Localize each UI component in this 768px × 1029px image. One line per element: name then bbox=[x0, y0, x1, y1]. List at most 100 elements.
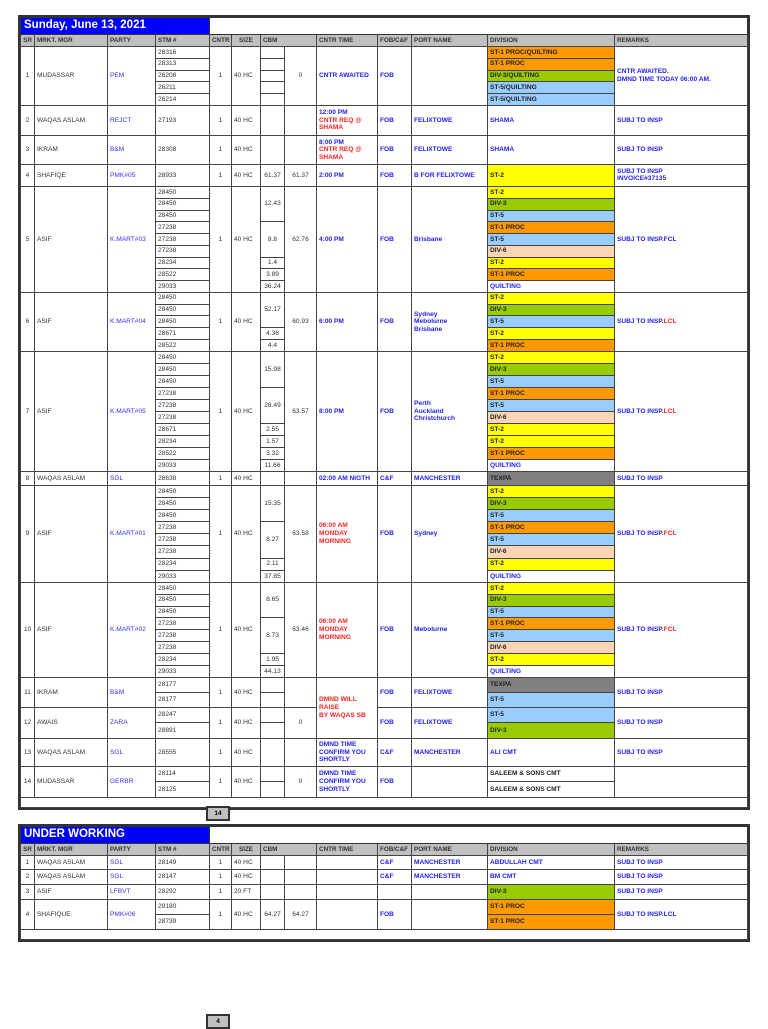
marketing-manager-cell[interactable]: IKRAM bbox=[34, 676, 108, 708]
stm-cell[interactable]: 29033 bbox=[155, 569, 210, 583]
cbm-cell[interactable]: 52.17 bbox=[260, 291, 285, 329]
cntr-cell[interactable]: 1 bbox=[209, 765, 232, 798]
division-cell[interactable]: DIV-3 bbox=[487, 362, 615, 376]
fob-cf-cell[interactable]: C&F bbox=[377, 869, 413, 885]
stm-cell[interactable]: 27238 bbox=[155, 629, 210, 643]
cntr-time-cell[interactable] bbox=[316, 884, 379, 900]
stm-cell[interactable]: 28308 bbox=[155, 134, 210, 165]
marketing-manager-cell[interactable]: IKRAM bbox=[34, 134, 108, 165]
cbm-cell[interactable]: 28.49 bbox=[260, 386, 285, 424]
cbm-cell[interactable]: 8.8 bbox=[260, 221, 285, 258]
fob-cf-cell[interactable]: FOB bbox=[377, 163, 412, 187]
division-cell[interactable]: ST-2 bbox=[487, 350, 615, 364]
cbm-cell[interactable] bbox=[260, 134, 285, 165]
cbm-cell[interactable] bbox=[260, 676, 285, 693]
division-cell[interactable]: TEXPA bbox=[487, 676, 615, 693]
division-cell[interactable]: ST-2 bbox=[487, 557, 615, 571]
header-party[interactable]: PARTY bbox=[107, 843, 156, 856]
stm-cell[interactable]: 28234 bbox=[155, 653, 210, 666]
cbm-cell[interactable] bbox=[260, 57, 285, 71]
cbm-cell[interactable]: 8.65 bbox=[260, 581, 285, 619]
sr-cell[interactable]: 3 bbox=[20, 134, 35, 165]
division-cell[interactable]: DIV-3 bbox=[487, 197, 615, 211]
fob-cf-cell[interactable]: FOB bbox=[377, 46, 412, 106]
port-name-cell[interactable] bbox=[411, 884, 489, 900]
division-cell[interactable]: ST-2 bbox=[487, 185, 615, 199]
cntr-time-cell[interactable]: DMND WILL RAISE BY WAQAS SB bbox=[316, 676, 378, 739]
port-name-cell[interactable]: FELIXTOWE bbox=[411, 104, 488, 136]
stm-cell[interactable]: 27238 bbox=[155, 617, 210, 631]
title-spacer[interactable] bbox=[209, 17, 748, 35]
marketing-manager-cell[interactable]: ASIF bbox=[34, 484, 108, 583]
marketing-manager-cell[interactable]: MUDASSAR bbox=[34, 765, 108, 798]
port-name-cell[interactable]: Sydney Mebolurne Brisbane bbox=[411, 291, 488, 352]
cntr-cell[interactable]: 1 bbox=[209, 581, 232, 678]
division-cell[interactable]: DIV-3 bbox=[487, 496, 615, 511]
stm-cell[interactable]: 28522 bbox=[155, 446, 210, 460]
size-cell[interactable]: 40 HC bbox=[231, 291, 261, 352]
cntr-time-cell[interactable]: DMND TIME CONFIRM YOU SHORTLY bbox=[316, 765, 378, 798]
cbm-total-cell[interactable]: 0 bbox=[284, 765, 317, 798]
party-cell[interactable]: PEM bbox=[107, 46, 156, 106]
cntr-cell[interactable]: 1 bbox=[209, 869, 233, 885]
port-name-cell[interactable]: MANCHESTER bbox=[411, 855, 489, 870]
division-cell[interactable]: DIV-3 bbox=[487, 722, 615, 739]
fob-cf-cell[interactable]: FOB bbox=[377, 484, 412, 583]
party-cell[interactable]: SGL bbox=[107, 737, 156, 767]
cntr-cell[interactable]: 1 bbox=[209, 46, 232, 106]
division-cell[interactable]: QUILTING bbox=[487, 569, 615, 583]
division-cell[interactable]: ST-2 bbox=[487, 422, 615, 436]
stm-cell[interactable]: 28450 bbox=[155, 605, 210, 619]
sr-cell[interactable]: 5 bbox=[20, 185, 35, 293]
division-cell[interactable]: DIV-3 bbox=[487, 884, 616, 900]
header-remarks[interactable]: REMARKS bbox=[614, 843, 748, 856]
remarks-cell[interactable]: SUBJ TO INSP.LCL bbox=[614, 899, 748, 930]
stm-cell[interactable]: 28450 bbox=[155, 496, 210, 511]
header-port-name[interactable]: PORT NAME bbox=[411, 843, 489, 856]
division-cell[interactable]: SHAMA bbox=[487, 134, 615, 165]
cbm-cell[interactable]: 61.37 bbox=[260, 163, 285, 187]
party-cell[interactable]: SGL bbox=[107, 470, 156, 486]
stm-cell[interactable]: 28450 bbox=[155, 362, 210, 376]
division-cell[interactable]: ST-1 PROC bbox=[487, 386, 615, 400]
stm-cell[interactable]: 28891 bbox=[155, 722, 210, 739]
stm-cell[interactable]: 28234 bbox=[155, 557, 210, 571]
division-cell[interactable]: ST-2 bbox=[487, 256, 615, 270]
marketing-manager-cell[interactable]: ASIF bbox=[34, 185, 108, 293]
port-name-cell[interactable]: B FOR FELIXTOWE bbox=[411, 163, 488, 187]
blank-footer-row[interactable] bbox=[20, 796, 748, 808]
cbm-cell[interactable]: 11.66 bbox=[260, 458, 285, 472]
division-cell[interactable]: SALEEM & SONS CMT bbox=[487, 765, 615, 783]
port-name-cell[interactable]: MANCHESTER bbox=[411, 869, 489, 885]
header-cntr-time[interactable]: CNTR TIME bbox=[316, 843, 379, 856]
stm-cell[interactable]: 28522 bbox=[155, 339, 210, 352]
sr-cell[interactable]: 8 bbox=[20, 470, 35, 486]
marketing-manager-cell[interactable]: WAQAS ASLAM bbox=[34, 869, 108, 885]
cbm-cell[interactable]: 3.89 bbox=[260, 268, 285, 282]
stm-cell[interactable]: 27238 bbox=[155, 233, 210, 246]
sheet-title[interactable]: UNDER WORKING bbox=[19, 826, 211, 844]
party-cell[interactable]: GERBR bbox=[107, 765, 156, 798]
stm-cell[interactable]: 28450 bbox=[155, 303, 210, 317]
cbm-cell[interactable]: 4.4 bbox=[260, 339, 285, 352]
header-size[interactable]: SIZE bbox=[231, 843, 262, 856]
sr-cell[interactable]: 10 bbox=[20, 581, 35, 678]
blank-footer-row[interactable] bbox=[20, 929, 748, 940]
division-cell[interactable]: ST-5 bbox=[487, 374, 615, 388]
stm-cell[interactable]: 28147 bbox=[154, 869, 211, 885]
cbm-cell[interactable] bbox=[260, 69, 285, 83]
marketing-manager-cell[interactable]: WAQAS ASLAM bbox=[34, 470, 108, 486]
cbm-cell[interactable] bbox=[260, 884, 286, 900]
stm-cell[interactable]: 29033 bbox=[155, 280, 210, 293]
stm-cell[interactable]: 29180 bbox=[154, 899, 211, 915]
size-cell[interactable]: 40 HC bbox=[231, 869, 262, 885]
marketing-manager-cell[interactable]: ASIF bbox=[34, 291, 108, 352]
cbm-cell[interactable]: 37.85 bbox=[260, 569, 285, 583]
sr-cell[interactable]: 1 bbox=[20, 855, 35, 870]
port-name-cell[interactable]: MANCHESTER bbox=[411, 470, 488, 486]
division-cell[interactable]: DIV-3/QUILTING bbox=[487, 69, 615, 83]
sr-cell[interactable]: 7 bbox=[20, 350, 35, 472]
cbm-cell[interactable] bbox=[260, 706, 285, 724]
stm-cell[interactable]: 28234 bbox=[155, 434, 210, 448]
division-cell[interactable]: DIV-6 bbox=[487, 410, 615, 424]
